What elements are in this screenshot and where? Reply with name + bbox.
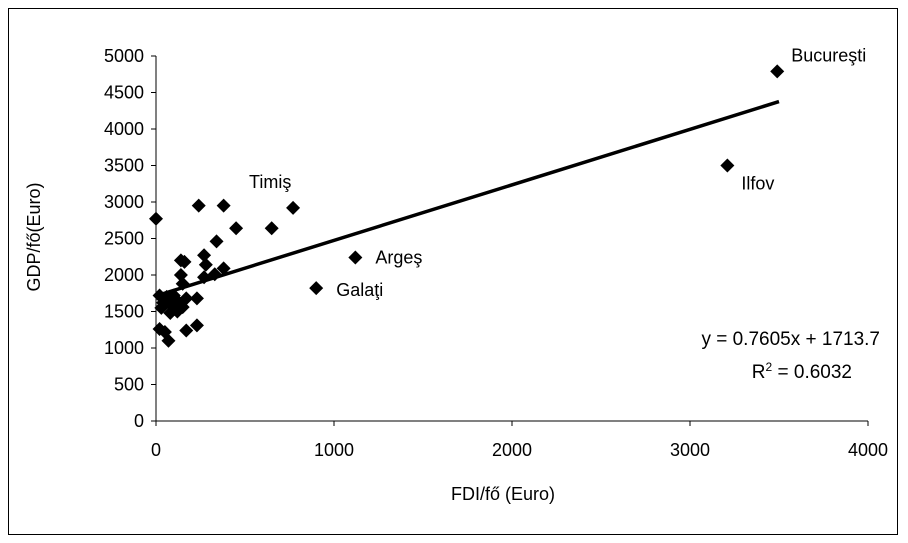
y-tick-label: 3500	[104, 156, 144, 176]
point-label: Timiş	[249, 172, 291, 192]
data-point	[191, 198, 206, 213]
data-point	[149, 211, 163, 226]
point-label: Bucureşti	[791, 45, 866, 65]
data-point	[216, 198, 231, 213]
x-tick-label: 1000	[314, 440, 354, 460]
x-tick-label: 0	[151, 440, 161, 460]
data-point	[175, 276, 190, 291]
y-tick-label: 5000	[104, 46, 144, 66]
y-ticks: 0 500 1000 1500 2000 2500 3000 3500 4000 4500 5000	[104, 46, 156, 431]
y-tick-label: 4500	[104, 83, 144, 103]
point-labels: Bucureşti Ilfov Timiş Argeş Galaţi	[249, 45, 866, 300]
data-point	[264, 221, 279, 236]
data-point	[309, 281, 324, 296]
y-tick-label: 1000	[104, 338, 144, 358]
x-axis-title: FDI/fő (Euro)	[451, 484, 555, 504]
data-point	[286, 200, 301, 215]
data-point	[197, 270, 212, 285]
data-point	[207, 267, 222, 282]
data-point	[170, 304, 185, 319]
data-point	[189, 318, 204, 333]
r-squared-label: R2 = 0.6032	[752, 360, 852, 383]
x-tick-label: 2000	[492, 440, 532, 460]
x-tick-label: 4000	[848, 440, 888, 460]
data-point	[198, 257, 213, 272]
y-tick-label: 4000	[104, 119, 144, 139]
y-tick-label: 1500	[104, 302, 144, 322]
y-tick-label: 2000	[104, 265, 144, 285]
data-point	[229, 221, 244, 236]
y-axis-title: GDP/fő(Euro)	[24, 182, 44, 291]
trendline-equation: y = 0.7605x + 1713.7	[701, 329, 880, 350]
y-tick-label: 0	[134, 411, 144, 431]
data-point	[197, 248, 212, 263]
data-points	[149, 64, 785, 348]
trendline	[155, 99, 780, 298]
data-point	[770, 64, 785, 79]
r-squared-sup: 2	[766, 360, 773, 374]
data-point	[154, 300, 169, 315]
point-label: Ilfov	[741, 174, 774, 194]
point-label: Galaţi	[336, 280, 383, 300]
data-point	[348, 250, 363, 265]
data-point	[189, 291, 204, 306]
x-tick-label: 3000	[670, 440, 710, 460]
y-tick-label: 500	[114, 375, 144, 395]
y-tick-label: 2500	[104, 229, 144, 249]
data-point	[177, 254, 192, 269]
data-point	[209, 234, 224, 249]
x-ticks: 0 1000 2000 3000 4000	[151, 421, 888, 460]
data-point	[179, 323, 194, 338]
r-squared-value: = 0.6032	[772, 362, 852, 383]
data-point	[161, 333, 176, 348]
point-label: Argeş	[375, 247, 422, 267]
y-tick-label: 3000	[104, 192, 144, 212]
r-squared-prefix: R	[752, 362, 766, 383]
data-point	[720, 158, 735, 173]
data-point	[216, 261, 231, 276]
